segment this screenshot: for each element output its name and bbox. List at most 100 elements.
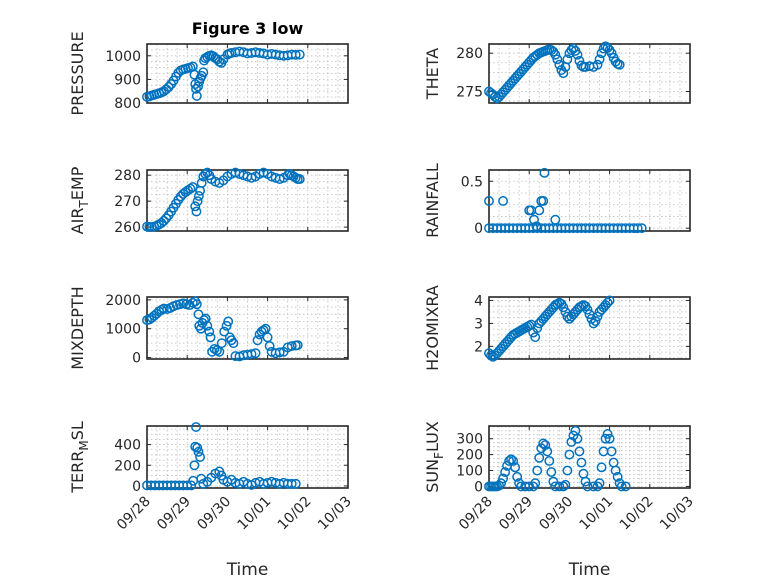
y-tick-label: 2 xyxy=(474,339,483,355)
y-axis-label: PRESSURE xyxy=(68,31,87,115)
data-point xyxy=(530,478,541,489)
x-tick-label: 10/01 xyxy=(235,494,275,534)
plot-area xyxy=(147,426,348,488)
data-point xyxy=(286,341,297,351)
x-tick-label: 09/28 xyxy=(456,494,496,534)
data-point xyxy=(604,433,615,444)
data-point xyxy=(512,471,523,482)
data-point xyxy=(562,311,573,322)
axes-frame xyxy=(488,296,691,360)
data-point xyxy=(606,48,617,59)
data-point xyxy=(558,302,569,313)
data-point xyxy=(246,349,257,360)
data-point xyxy=(510,462,521,473)
data-point xyxy=(207,346,218,357)
data-point xyxy=(496,478,507,489)
y-tick-label: 1000 xyxy=(105,49,141,65)
data-point xyxy=(602,297,613,308)
data-point xyxy=(550,49,561,60)
data-point xyxy=(192,196,203,207)
axes-frame xyxy=(146,169,349,232)
data-point xyxy=(202,320,213,331)
data-point xyxy=(562,465,573,476)
data-point xyxy=(562,54,573,65)
y-axis-label: AIRTEMP xyxy=(68,166,91,234)
data-point xyxy=(219,326,230,337)
data-point xyxy=(494,480,504,491)
data-point xyxy=(604,295,615,306)
data-point xyxy=(198,67,209,78)
data-point xyxy=(258,325,269,336)
data-point xyxy=(548,476,559,487)
data-point xyxy=(530,332,541,343)
x-tick-label: 09/30 xyxy=(536,494,576,534)
y-tick-label: 200 xyxy=(114,458,141,474)
data-point xyxy=(596,462,607,473)
data-point xyxy=(606,446,617,457)
y-axis-label: H2OMIXRA xyxy=(423,285,442,371)
data-point xyxy=(200,168,211,179)
data-point xyxy=(191,422,201,432)
y-tick-label: 400 xyxy=(114,438,141,454)
data-point xyxy=(204,326,215,337)
y-tick-label: 3 xyxy=(474,316,483,332)
x-tick-label: 10/03 xyxy=(315,494,355,534)
data-point xyxy=(612,471,623,482)
data-point xyxy=(250,348,261,359)
y-tick-label: 0 xyxy=(132,351,141,367)
data-point xyxy=(598,43,609,54)
data-point xyxy=(252,335,263,346)
x-tick-label: 10/02 xyxy=(617,494,657,534)
plot-area xyxy=(489,426,690,488)
data-point xyxy=(192,442,203,453)
data-point xyxy=(616,481,627,492)
data-point xyxy=(264,341,275,351)
data-point xyxy=(538,196,549,206)
data-point xyxy=(582,304,593,315)
data-point xyxy=(246,172,257,183)
data-point xyxy=(286,478,297,489)
y-tick-label: 1000 xyxy=(105,322,141,338)
data-point xyxy=(226,335,237,346)
data-point xyxy=(540,440,551,451)
data-point xyxy=(504,456,515,466)
y-tick-label: 275 xyxy=(456,85,483,101)
x-tick-label: 09/29 xyxy=(154,494,194,534)
data-point xyxy=(554,59,565,70)
x-tick-label: 10/01 xyxy=(577,494,617,534)
data-point xyxy=(191,206,202,217)
data-point xyxy=(214,346,225,357)
y-tick-label: 900 xyxy=(114,72,141,88)
x-tick-label: 10/02 xyxy=(275,494,315,534)
y-axis-label: TERRMSL xyxy=(68,421,91,494)
data-point xyxy=(189,460,200,471)
data-point xyxy=(205,332,216,343)
y-tick-label: 200 xyxy=(456,448,483,464)
data-point xyxy=(274,347,285,358)
data-point xyxy=(560,479,571,490)
subplot-4: 0 0.5 RAINFALL xyxy=(423,163,691,238)
data-point xyxy=(216,338,227,349)
data-point xyxy=(290,49,301,60)
data-point xyxy=(163,82,174,92)
data-point xyxy=(196,473,207,484)
y-tick-label: 280 xyxy=(456,46,483,62)
axes-frame xyxy=(488,43,691,104)
data-point xyxy=(193,191,204,201)
y-tick-label: 270 xyxy=(114,194,141,210)
data-point xyxy=(498,473,509,484)
chart-title: Figure 3 low xyxy=(192,19,304,38)
data-point xyxy=(614,59,625,70)
plot-area xyxy=(489,170,690,231)
y-tick-label: 0 xyxy=(132,479,141,495)
y-tick-label: 0 xyxy=(474,479,483,495)
data-point xyxy=(558,481,569,492)
data-point xyxy=(195,452,206,462)
data-point xyxy=(290,172,301,183)
data-point xyxy=(290,478,301,489)
data-point xyxy=(574,446,585,457)
data-point xyxy=(572,49,583,60)
x-axis-label: Time xyxy=(568,560,611,580)
